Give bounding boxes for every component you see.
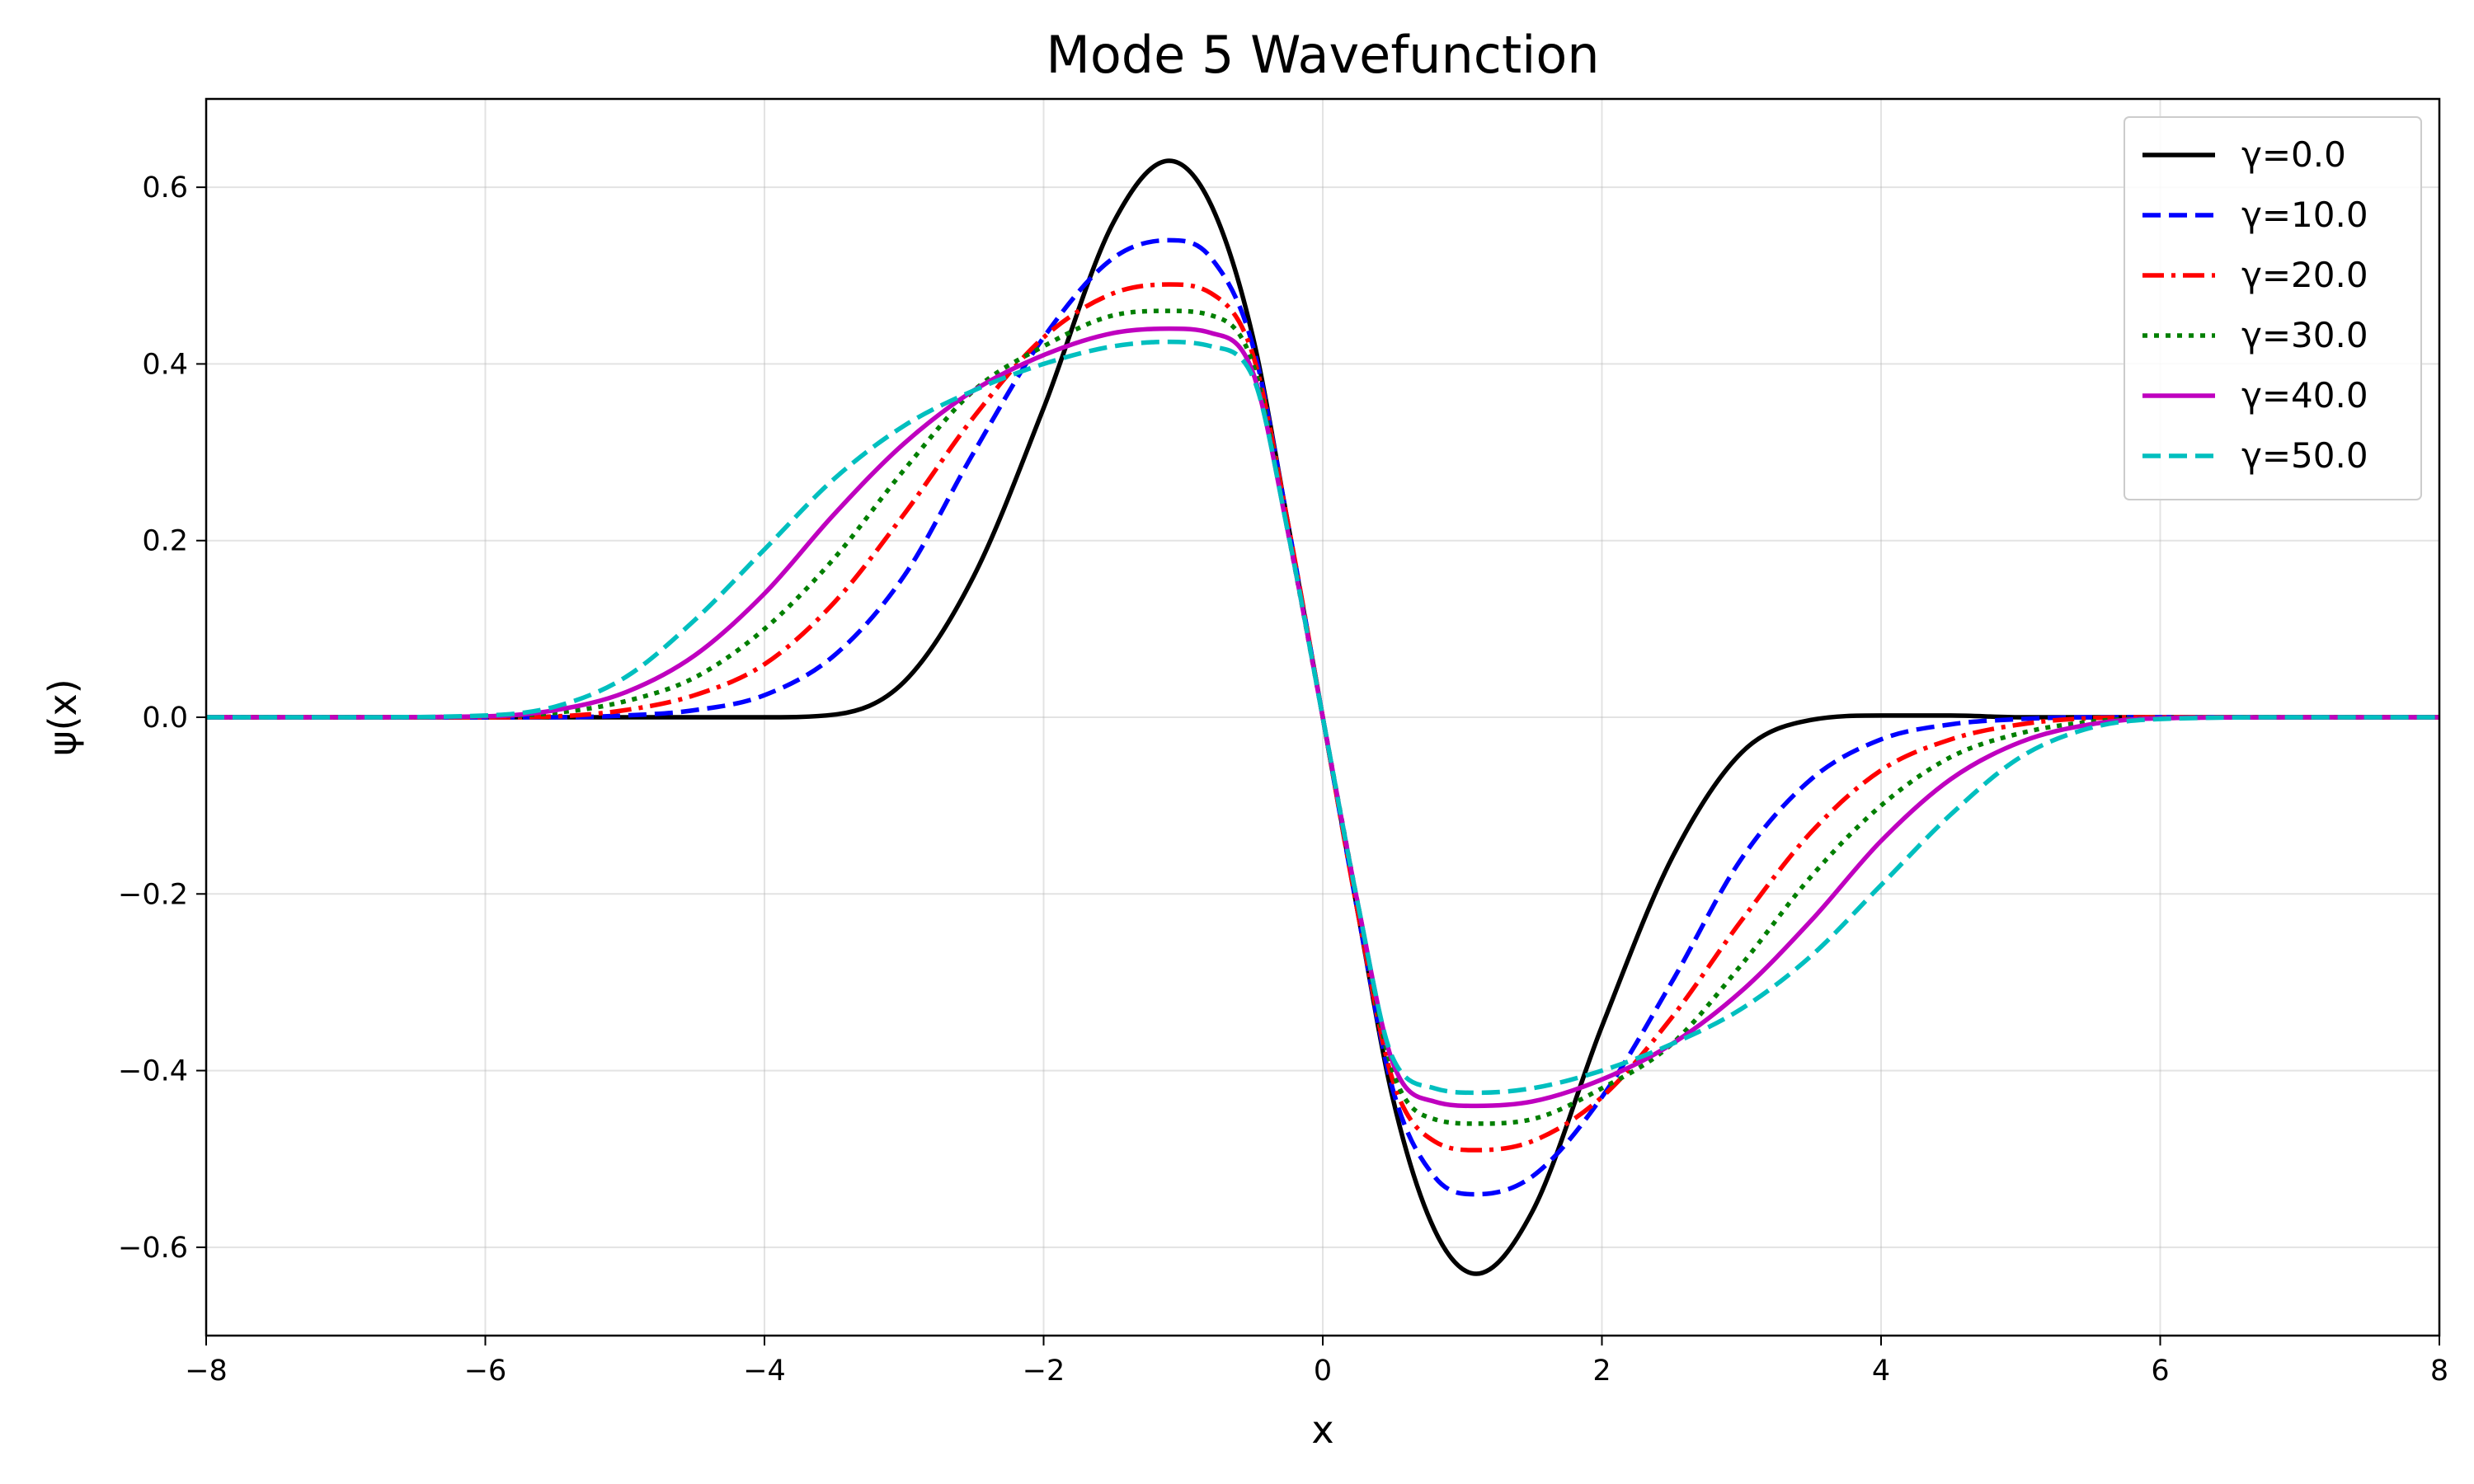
legend-label-5: γ=50.0 [2241,435,2368,476]
y-tick-label: −0.6 [118,1232,188,1265]
legend-label-4: γ=40.0 [2241,375,2368,416]
y-tick-label: 0.2 [142,525,188,558]
legend-label-2: γ=20.0 [2241,255,2368,295]
y-tick-label: 0.4 [142,348,188,381]
series-line-5 [206,339,2439,1096]
legend-box [2124,116,2422,500]
ticks: −8 −6 −4 −2 0 2 4 6 8 −0.6 −0.4 −0.2 0.0 0.2 0.4 0.6 [118,171,2448,1388]
legend-label-1: γ=10.0 [2241,195,2368,235]
x-tick-label: −6 [464,1355,507,1388]
series-lines [206,158,2439,1276]
y-tick-label: 0.6 [142,171,188,204]
x-axis-title: x [1311,1407,1333,1452]
y-axis-title: ψ(x) [40,679,85,755]
y-tick-label: −0.4 [118,1055,188,1088]
y-tick-label: 0.0 [142,702,188,735]
series-line-4 [206,326,2439,1109]
chart-title: Mode 5 Wavefunction [1046,25,1599,85]
x-tick-label: 6 [2151,1355,2169,1388]
legend: γ=0.0 γ=10.0 γ=20.0 γ=30.0 γ=40.0 γ=50.0 [2124,116,2422,500]
x-tick-label: 4 [1872,1355,1890,1388]
x-tick-label: 8 [2430,1355,2448,1388]
x-tick-label: 2 [1592,1355,1611,1388]
y-tick-label: −0.2 [118,878,188,911]
legend-label-0: γ=0.0 [2241,134,2346,175]
x-tick-label: 0 [1314,1355,1332,1388]
x-tick-label: −8 [185,1355,228,1388]
series-line-1 [206,237,2439,1197]
x-tick-label: −4 [743,1355,786,1388]
x-tick-label: −2 [1023,1355,1065,1388]
legend-label-3: γ=30.0 [2241,315,2368,355]
